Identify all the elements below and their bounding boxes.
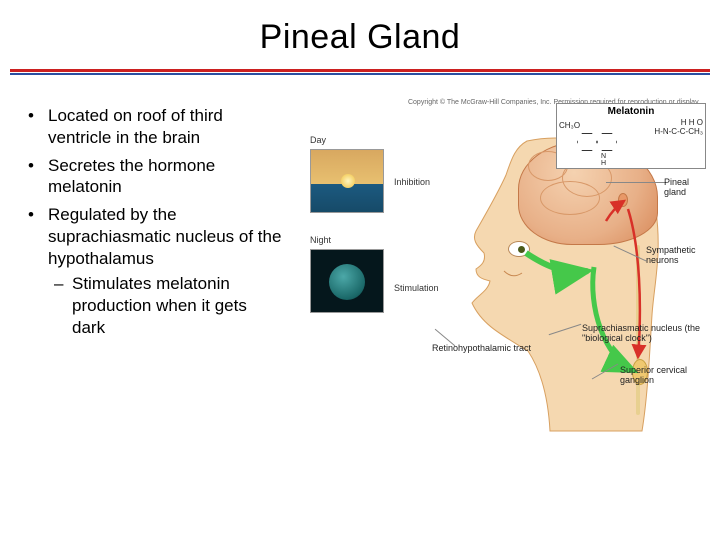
- day-label: Day: [310, 135, 326, 145]
- moon-icon: [329, 264, 365, 300]
- callout-ganglion: Superior cervical ganglion: [620, 365, 712, 385]
- callout-pineal: Pineal gland: [664, 177, 710, 197]
- diagram: Copyright © The McGraw-Hill Companies, I…: [282, 105, 710, 485]
- leader-line: [606, 182, 666, 183]
- day-thumbnail: [310, 149, 384, 213]
- callout-scn: Suprachiasmatic nucleus (the "biological…: [582, 323, 712, 343]
- night-label: Night: [310, 235, 331, 245]
- callout-retino: Retinohypothalamic tract: [432, 343, 542, 353]
- bullet-list: Located on roof of third ventricle in th…: [22, 105, 282, 485]
- melatonin-box: Melatonin CH₃O H H O H-N-C-C-CH₃ N H: [556, 103, 706, 169]
- bullet-2: Secretes the hormone melatonin: [48, 156, 215, 197]
- ring-icon: [577, 133, 597, 151]
- night-thumbnail: [310, 249, 384, 313]
- head-diagram: [432, 135, 672, 435]
- divider-red: [10, 69, 710, 72]
- brain-fold: [540, 181, 600, 215]
- callout-sympathetic: Sympathetic neurons: [646, 245, 712, 265]
- melatonin-right-formula: H H O H-N-C-C-CH₃: [654, 119, 703, 137]
- ring-icon: [597, 133, 617, 151]
- bullet-3: Regulated by the suprachiasmatic nucleus…: [48, 205, 281, 268]
- sun-icon: [341, 174, 355, 188]
- melatonin-left-formula: CH₃O: [559, 121, 580, 130]
- inhibition-label: Inhibition: [394, 177, 430, 187]
- melatonin-nh: N H: [601, 153, 606, 167]
- bullet-1: Located on roof of third ventricle in th…: [48, 106, 223, 147]
- page-title: Pineal Gland: [0, 18, 720, 57]
- melatonin-title: Melatonin: [557, 104, 705, 117]
- sub-bullet-1: Stimulates melatonin production when it …: [72, 274, 247, 337]
